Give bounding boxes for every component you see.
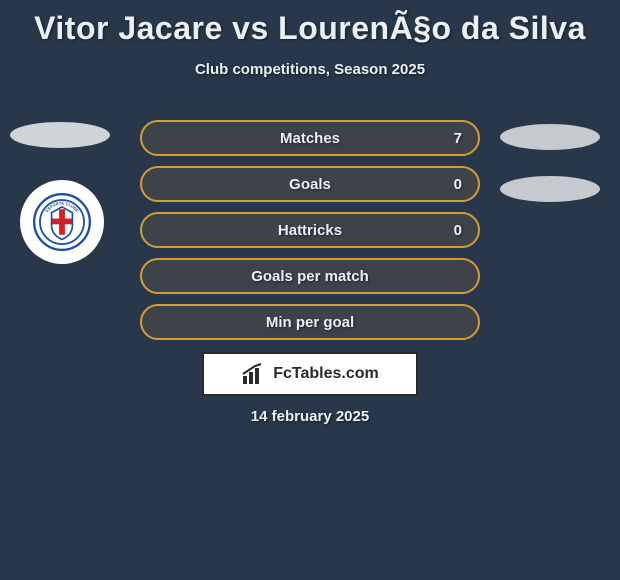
stat-label: Goals bbox=[289, 176, 331, 193]
player-right-placeholder-2 bbox=[500, 176, 600, 202]
stat-row-hattricks: Hattricks 0 bbox=[140, 212, 480, 248]
attribution-box: FcTables.com bbox=[202, 352, 418, 396]
stat-row-min-per-goal: Min per goal bbox=[140, 304, 480, 340]
page-subtitle: Club competitions, Season 2025 bbox=[0, 61, 620, 78]
date-text: 14 february 2025 bbox=[0, 408, 620, 425]
stat-label: Hattricks bbox=[278, 222, 342, 239]
stat-value: 0 bbox=[454, 222, 462, 239]
stat-label: Min per goal bbox=[266, 314, 354, 331]
player-right-placeholder-1 bbox=[500, 124, 600, 150]
attribution-text: FcTables.com bbox=[273, 365, 379, 383]
stat-value: 0 bbox=[454, 176, 462, 193]
stat-label: Matches bbox=[280, 130, 340, 147]
stat-row-goals: Goals 0 bbox=[140, 166, 480, 202]
bar-chart-icon bbox=[241, 362, 265, 386]
stat-row-matches: Matches 7 bbox=[140, 120, 480, 156]
stat-row-goals-per-match: Goals per match bbox=[140, 258, 480, 294]
stat-label: Goals per match bbox=[251, 268, 369, 285]
page-title: Vitor Jacare vs LourenÃ§o da Silva bbox=[0, 0, 620, 47]
club-badge-icon: ESPORTE CLUBE bbox=[33, 193, 91, 251]
stats-table: Matches 7 Goals 0 Hattricks 0 Goals per … bbox=[140, 120, 480, 350]
club-badge: ESPORTE CLUBE bbox=[20, 180, 104, 264]
player-left-placeholder bbox=[10, 122, 110, 148]
stat-value: 7 bbox=[454, 130, 462, 147]
